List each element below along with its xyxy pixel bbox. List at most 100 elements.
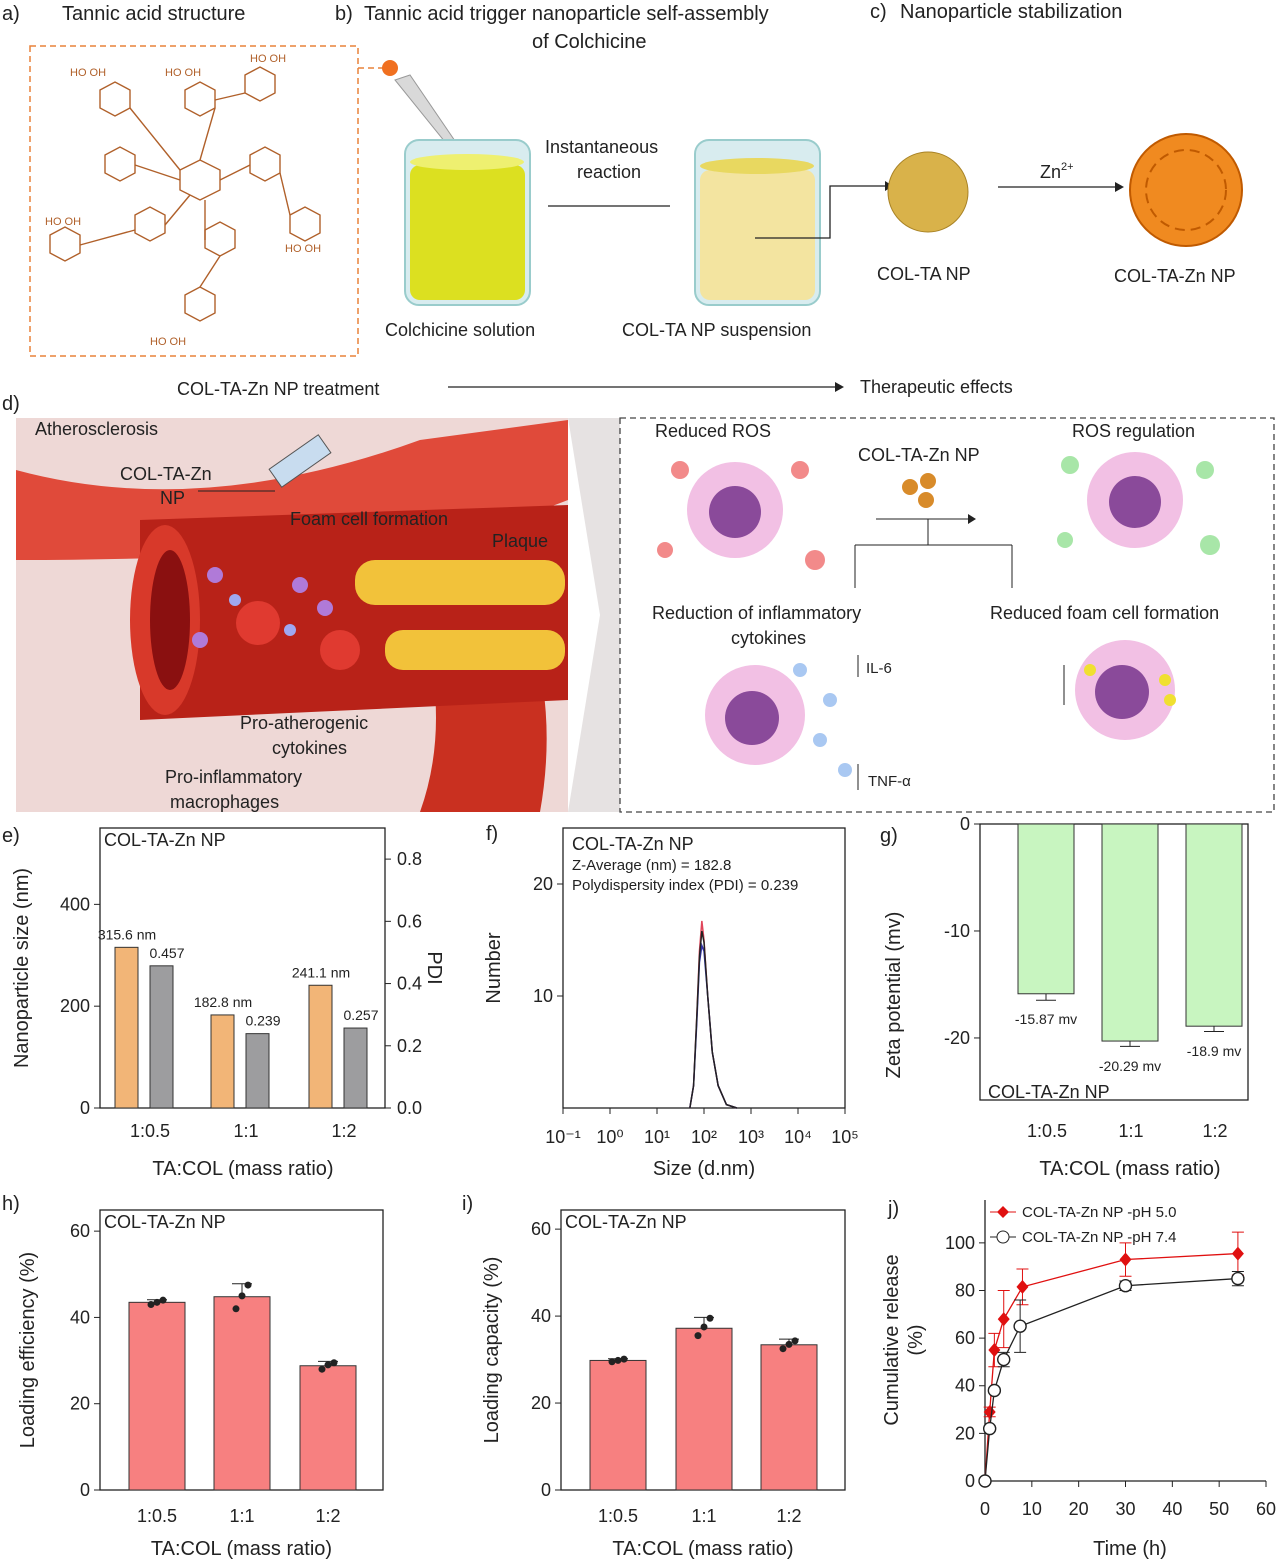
panel-label: j)	[887, 1198, 899, 1220]
x-tick-label: 60	[1256, 1499, 1276, 1519]
panel-b-title-2: of Colchicine	[532, 31, 647, 53]
x-tick-label: 1:2	[315, 1506, 340, 1526]
reduced-foam-label: Reduced foam cell formation	[990, 603, 1219, 623]
y-tick-label: 0	[960, 814, 970, 834]
np-label-2: NP	[160, 488, 185, 508]
il6-label: IL-6	[866, 660, 892, 677]
error-bar	[1120, 1041, 1140, 1047]
np-label-1: COL-TA-Zn	[120, 464, 212, 484]
y2-tick-label: 0.2	[397, 1036, 422, 1056]
y-tick-label: 200	[60, 996, 90, 1016]
data-point	[706, 1314, 714, 1322]
pro-inflammatory-label-2: macrophages	[170, 792, 279, 812]
annotation: Polydispersity index (PDI) = 0.239	[572, 877, 798, 894]
data-label: 182.8 nm	[194, 994, 252, 1010]
col-ta-zn-np-icon	[1129, 133, 1243, 247]
bar	[210, 1014, 235, 1109]
panel-label: f)	[486, 823, 498, 845]
y-tick-label: -20	[944, 1028, 970, 1048]
x-tick-label: 10²	[691, 1127, 717, 1147]
panel-label: h)	[2, 1193, 20, 1215]
np-cluster-icon	[902, 473, 936, 508]
x-tick-label: 10⁴	[784, 1127, 812, 1147]
data-point	[997, 1352, 1011, 1367]
svg-text:HO OH: HO OH	[250, 53, 286, 65]
y-tick-label: 0	[541, 1480, 551, 1500]
panel-a-label: a)	[2, 3, 20, 25]
chart-title: COL-TA-Zn NP	[104, 1212, 226, 1232]
data-point	[608, 1358, 616, 1366]
x-tick-label: 0	[980, 1499, 990, 1519]
data-label: 0.239	[245, 1013, 280, 1029]
x-tick-label: 10⁻¹	[545, 1127, 581, 1147]
effects-box	[619, 417, 1275, 813]
bar	[1185, 823, 1243, 1027]
y-tick-label: 60	[955, 1328, 975, 1348]
data-point	[700, 1323, 708, 1331]
bar	[114, 946, 139, 1109]
effects-label: Therapeutic effects	[860, 377, 1013, 397]
x-tick-label: 1:2	[776, 1506, 801, 1526]
svg-text:HO OH: HO OH	[150, 336, 186, 348]
data-label: -18.9 mv	[1187, 1043, 1241, 1059]
panel-c-title: Nanoparticle stabilization	[900, 1, 1122, 23]
data-label: 241.1 nm	[292, 964, 350, 980]
y-axis-label: Loading capacity (%)	[481, 1257, 503, 1444]
y-tick-label: 0	[80, 1480, 90, 1500]
bar	[1101, 823, 1159, 1042]
data-point	[620, 1355, 628, 1363]
macrophage-regulated-icon	[1057, 452, 1220, 555]
pro-atherogenic-label-2: cytokines	[272, 738, 347, 758]
x-tick-label: 1:0.5	[130, 1121, 170, 1141]
data-point	[244, 1281, 252, 1289]
data-point	[1013, 1319, 1027, 1333]
col-ta-np-label: COL-TA NP	[877, 264, 971, 284]
bar	[149, 965, 174, 1109]
data-point	[330, 1359, 338, 1367]
y-axis-label: Cumulative release	[881, 1254, 903, 1425]
bar	[245, 1033, 270, 1109]
legend-label: COL-TA-Zn NP -pH 7.4	[1022, 1229, 1176, 1246]
x-tick-label: 10³	[738, 1127, 764, 1147]
treatment-label: COL-TA-Zn NP treatment	[177, 379, 379, 399]
data-point	[997, 1312, 1010, 1327]
x-tick-label: 1:0.5	[137, 1506, 177, 1526]
y-tick-label: 0	[80, 1098, 90, 1118]
zoom-wedge	[568, 418, 620, 812]
data-point	[791, 1337, 799, 1345]
x-tick-label: 1:1	[229, 1506, 254, 1526]
chart-title: COL-TA-Zn NP	[988, 1082, 1110, 1102]
y-axis-label: Zeta potential (mv)	[883, 912, 905, 1079]
treatment-np-label: COL-TA-Zn NP	[858, 445, 980, 465]
y-tick-label: 80	[955, 1280, 975, 1300]
zn-label: Zn2+	[1040, 161, 1074, 182]
svg-text:HO OH: HO OH	[165, 67, 201, 79]
reaction-label-1: Instantaneous	[545, 137, 658, 157]
legend-marker	[996, 1230, 1010, 1244]
x-tick-label: 10	[1022, 1499, 1042, 1519]
data-point	[987, 1383, 1002, 1398]
inflammatory-reduction-label-1: Reduction of inflammatory	[652, 603, 861, 623]
data-label: 0.257	[343, 1007, 378, 1023]
y-axis-label: Nanoparticle size (nm)	[11, 868, 33, 1068]
x-tick-label: 1:2	[1202, 1121, 1227, 1141]
legend-marker	[997, 1206, 1009, 1218]
atherosclerosis-label: Atherosclerosis	[35, 419, 158, 439]
colchicine-beaker-icon	[404, 139, 531, 306]
y-tick-label: 20	[531, 1393, 551, 1413]
data-point	[232, 1305, 240, 1313]
col-ta-np-icon	[887, 151, 969, 233]
x-tick-label: 50	[1209, 1499, 1229, 1519]
data-label: 315.6 nm	[98, 926, 156, 942]
x-tick-label: 1:1	[233, 1121, 258, 1141]
data-point	[1231, 1246, 1244, 1261]
x-axis-label: TA:COL (mass ratio)	[612, 1538, 793, 1560]
x-tick-label: 10¹	[644, 1127, 670, 1147]
plaque-label: Plaque	[492, 531, 548, 551]
y-tick-label: 40	[955, 1376, 975, 1396]
y-tick-label: 40	[70, 1307, 90, 1327]
y-axis-label: Loading efficiency (%)	[17, 1252, 39, 1448]
pro-atherogenic-label-1: Pro-atherogenic	[240, 713, 368, 733]
data-point	[614, 1356, 622, 1364]
foam-cell-label: Foam cell formation	[290, 509, 448, 529]
